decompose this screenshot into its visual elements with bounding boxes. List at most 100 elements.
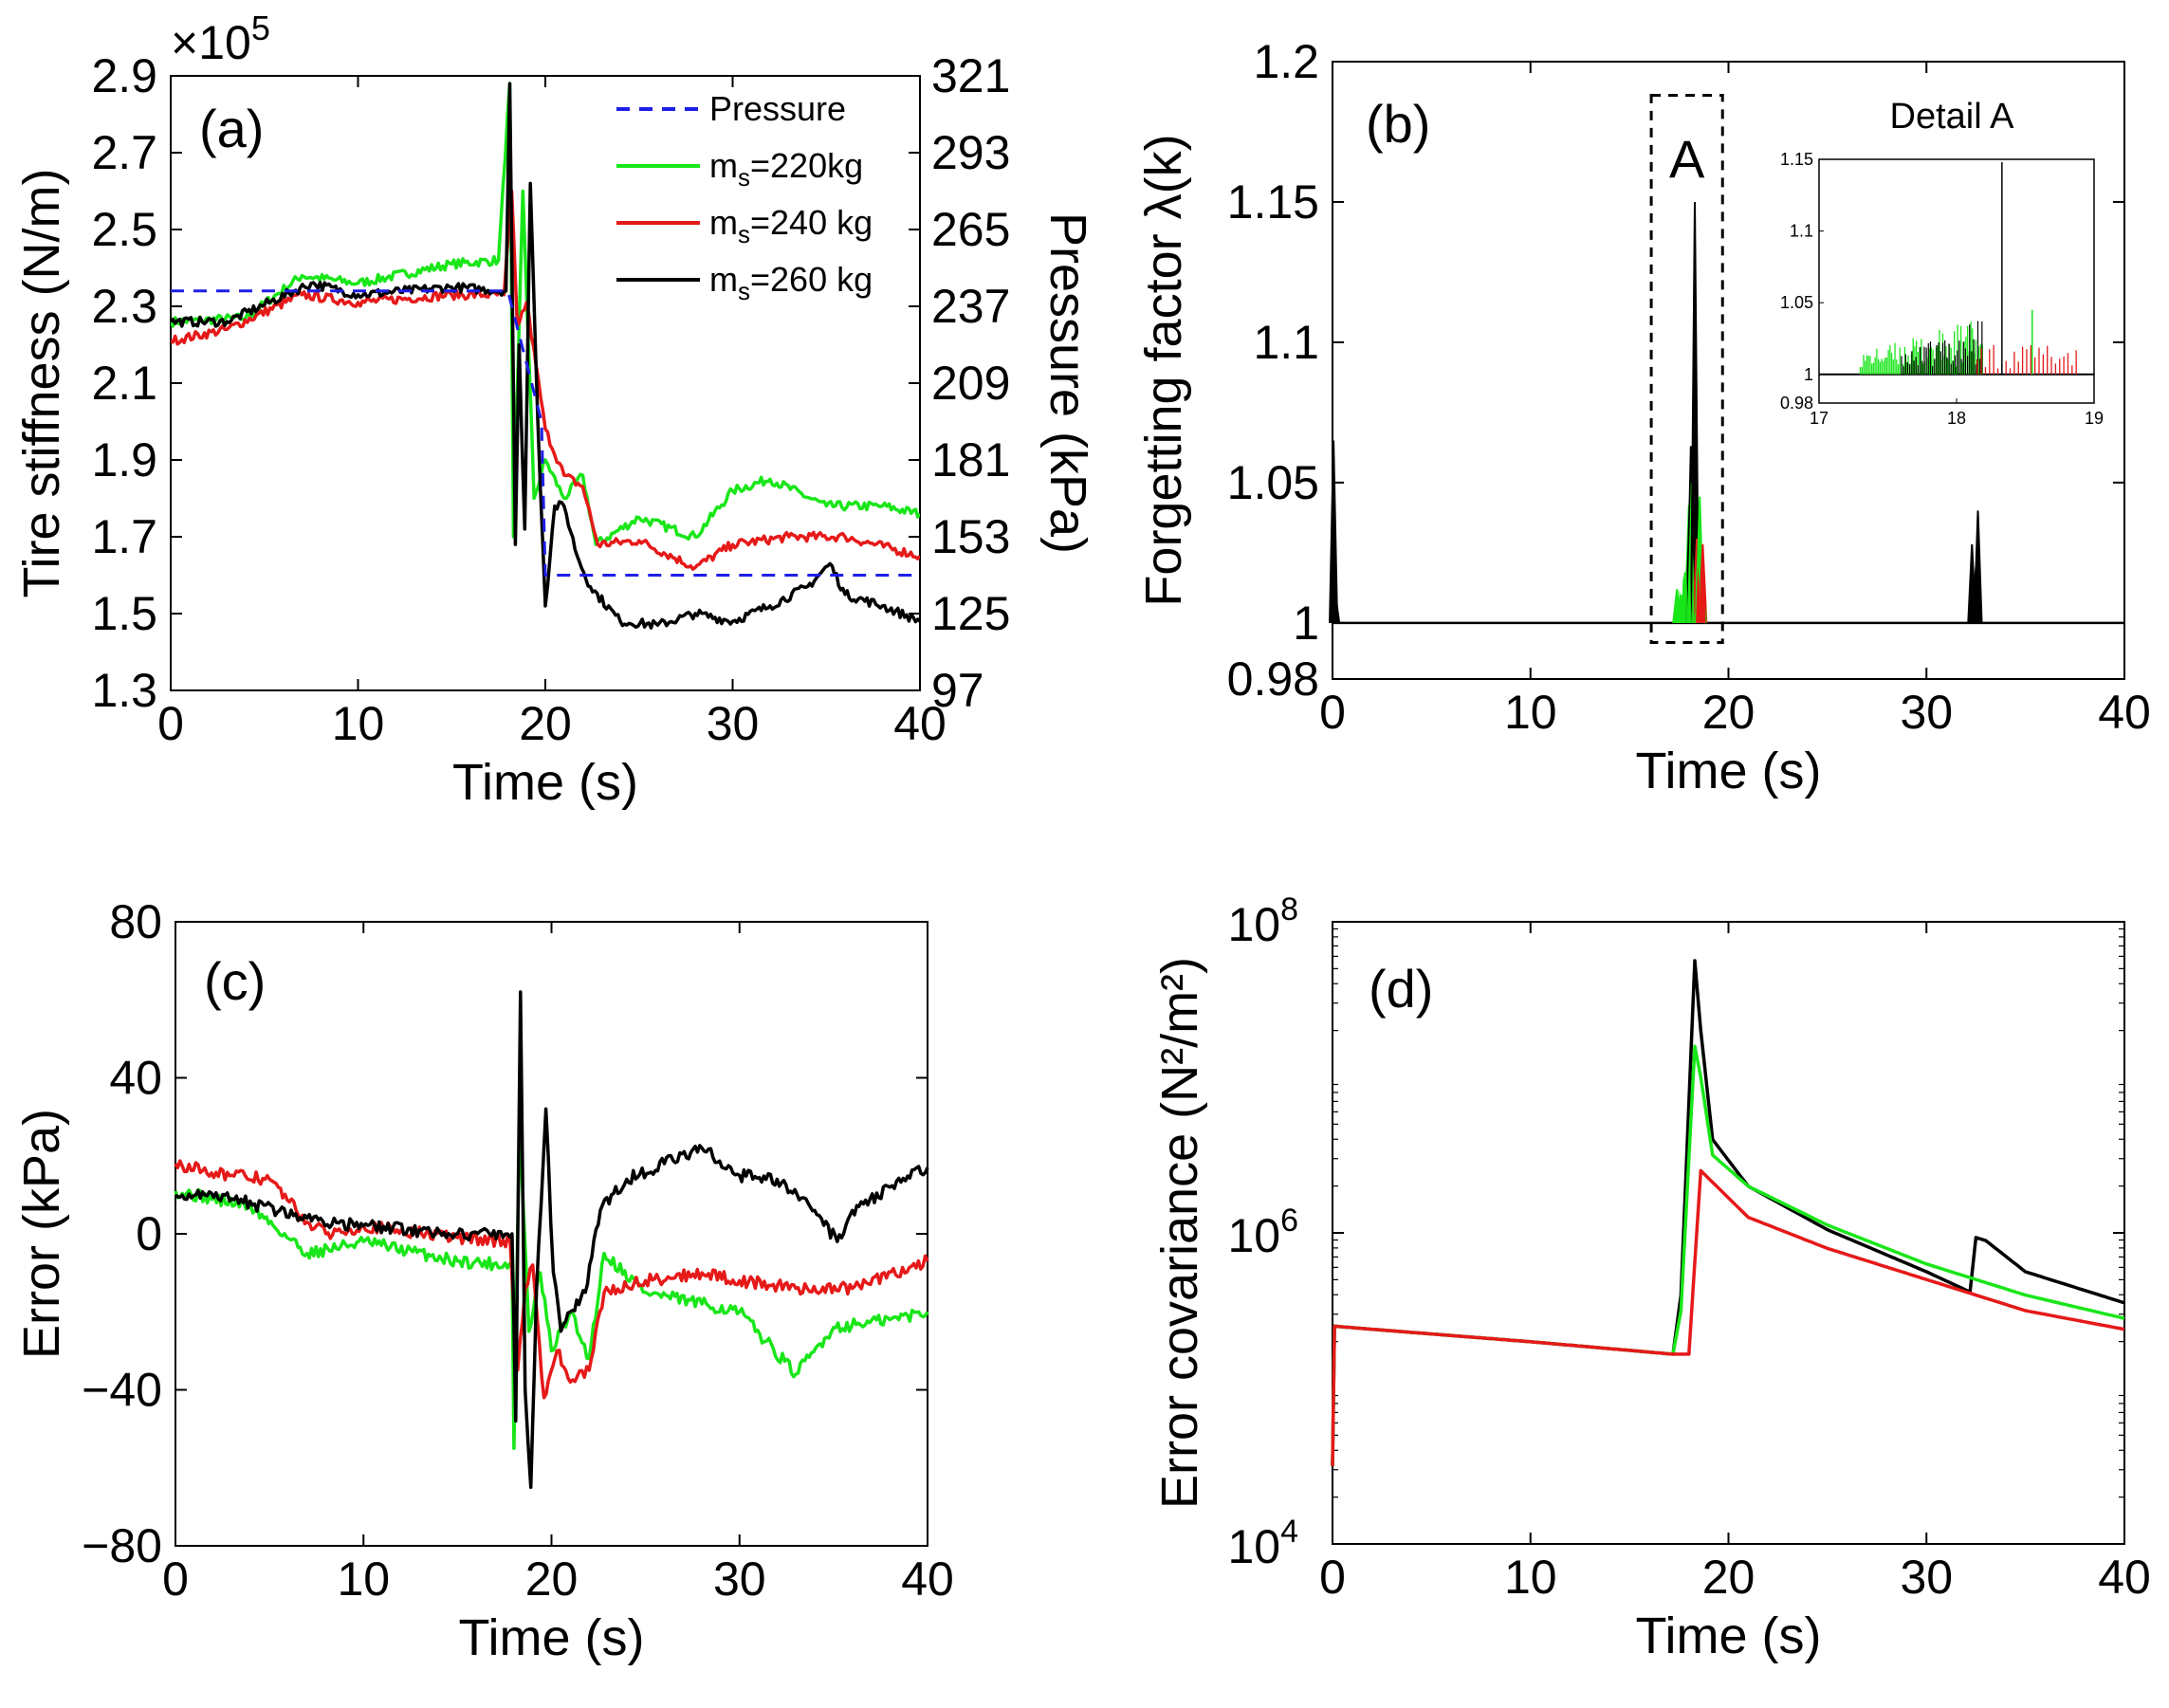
panel-label-d: (d) (1369, 959, 1433, 1019)
x-tick-label: 30 (707, 697, 760, 750)
series-line-ms240kg (171, 189, 920, 571)
x-tick-label: 40 (901, 1552, 954, 1606)
exponent-label: ×105 (171, 9, 270, 69)
series-line-pressure (171, 289, 920, 577)
panel-label-c: (c) (204, 951, 266, 1011)
inset-x-tick-label: 19 (2085, 409, 2104, 428)
series-line-ms260kg (1331, 959, 2125, 1467)
y-tick-label: 1.15 (1227, 175, 1319, 229)
x-tick-label: 20 (525, 1552, 579, 1606)
series-line-ms220kg (171, 82, 920, 546)
y-tick-label-right: 293 (931, 126, 1010, 179)
inset-y-tick-label: 1.15 (1780, 150, 1813, 169)
x-tick-label: 0 (1319, 1551, 1346, 1604)
y-tick-label: −40 (82, 1364, 162, 1417)
y-tick-label-left: 2.9 (91, 49, 157, 102)
x-tick-label: 30 (1900, 686, 1953, 739)
inset-x-tick-label: 18 (1947, 409, 1966, 428)
inset-title: Detail A (1890, 97, 2015, 137)
y-tick-label-left: 2.7 (91, 126, 157, 179)
x-tick-label: 0 (162, 1552, 189, 1606)
y-tick-label-left: 2.3 (91, 280, 157, 333)
x-tick-label: 0 (157, 697, 184, 750)
y-tick-label-left: 2.5 (91, 203, 157, 256)
y-tick-label-right: 209 (931, 357, 1010, 410)
x-tick-label: 10 (332, 697, 385, 750)
y-tick-label-right: 321 (931, 49, 1010, 102)
x-tick-label: 30 (713, 1552, 766, 1606)
panel-a: 0 10 20 30 40 Time (s) 1.3 1.5 1.7 1.9 2.1 2.3 2.5 2.… (13, 9, 1096, 811)
x-tick-label: 40 (893, 697, 947, 750)
legend-entry: Pressure (709, 89, 846, 128)
y-tick-label-right: 181 (931, 433, 1010, 487)
legend-entry: ms=240 kg (709, 203, 873, 248)
panel-c: 0 10 20 30 40 Time (s) −80 −40 0 40 80 Error (kPa) (… (13, 895, 954, 1666)
x-tick-label: 40 (2098, 1551, 2151, 1604)
y-tick-label-left: 1.7 (91, 510, 157, 563)
legend-entry: ms=220kg (709, 146, 863, 192)
inset-y-tick-label: 0.98 (1780, 394, 1813, 413)
y-tick-label-left: 2.1 (91, 357, 157, 410)
y-tick-label: 108 (1227, 891, 1298, 951)
y-tick-label: 0 (136, 1207, 162, 1260)
annotation-a: A (1669, 129, 1705, 189)
y-axis-label: Forgetting factor λ(k) (1135, 134, 1192, 606)
axes-frame-d (1332, 921, 2125, 1545)
spike-mark (1690, 201, 1700, 623)
y-tick-label-right: 97 (931, 664, 984, 717)
y-tick-label: 0.98 (1227, 652, 1319, 706)
y-tick-label-right: 125 (931, 587, 1010, 640)
x-axis-label: Time (s) (452, 754, 638, 811)
inset-y-tick-label: 1.1 (1790, 222, 1813, 241)
y-tick-label-left: 1.9 (91, 433, 157, 487)
y-axis-label-right: Pressure (kPa) (1039, 212, 1096, 554)
x-axis-label: Time (s) (1636, 1607, 1822, 1664)
x-tick-label: 10 (1504, 1551, 1557, 1604)
burst-fill-red (1696, 552, 1706, 623)
detail-box-a (1649, 94, 1724, 645)
x-tick-label: 0 (1319, 686, 1346, 739)
y-tick-label-left: 1.3 (91, 664, 157, 717)
y-tick-label: 104 (1227, 1514, 1298, 1573)
spike-mark (1329, 440, 1339, 623)
series-line-ms220kg (174, 1123, 929, 1450)
series-line-ms260kg (174, 990, 929, 1490)
inset-frame (1818, 158, 2095, 404)
panel-d: 0 10 20 30 40 Time (s) 104 106 108 Error covarian… (1151, 891, 2151, 1664)
y-axis-label: Error (kPa) (13, 1109, 70, 1359)
burst-fill-green (1673, 543, 1707, 623)
x-tick-label: 10 (1504, 686, 1557, 739)
y-tick-label: 1.05 (1227, 456, 1319, 509)
y-tick-label-left: 1.5 (91, 587, 157, 640)
x-tick-label: 20 (519, 697, 572, 750)
y-tick-label: 1 (1293, 597, 1319, 650)
x-tick-label: 20 (1702, 1551, 1755, 1604)
x-axis-label: Time (s) (1636, 743, 1822, 799)
x-tick-label: 10 (337, 1552, 390, 1606)
x-tick-label: 30 (1900, 1551, 1953, 1604)
x-tick-label: 40 (2098, 686, 2151, 739)
x-axis-label: Time (s) (459, 1609, 645, 1666)
y-tick-label: 1.1 (1253, 316, 1319, 369)
inset-y-tick-label: 1.05 (1780, 293, 1813, 312)
y-tick-label: −80 (82, 1519, 162, 1572)
y-tick-label: 1.2 (1253, 35, 1319, 88)
series-line-ms240kg (174, 1159, 929, 1400)
y-tick-label: 106 (1227, 1203, 1298, 1262)
y-tick-label-right: 265 (931, 203, 1010, 256)
legend-entry: ms=260 kg (709, 260, 873, 305)
y-tick-label: 40 (109, 1052, 162, 1105)
y-tick-label-right: 153 (931, 510, 1010, 563)
y-tick-label: 80 (109, 895, 162, 948)
spike-mark (1973, 510, 1983, 623)
inset-y-tick-label: 1 (1804, 365, 1813, 384)
spike-mark (1331, 595, 1341, 623)
y-axis-label: Error covariance (N²/m²) (1151, 957, 1208, 1509)
y-axis-label: Tire stiffness (N/m) (13, 168, 70, 597)
series-line-ms240kg (1331, 1168, 2125, 1467)
panel-label-a: (a) (199, 99, 264, 158)
x-tick-label: 20 (1702, 686, 1755, 739)
y-tick-label-right: 237 (931, 280, 1010, 333)
